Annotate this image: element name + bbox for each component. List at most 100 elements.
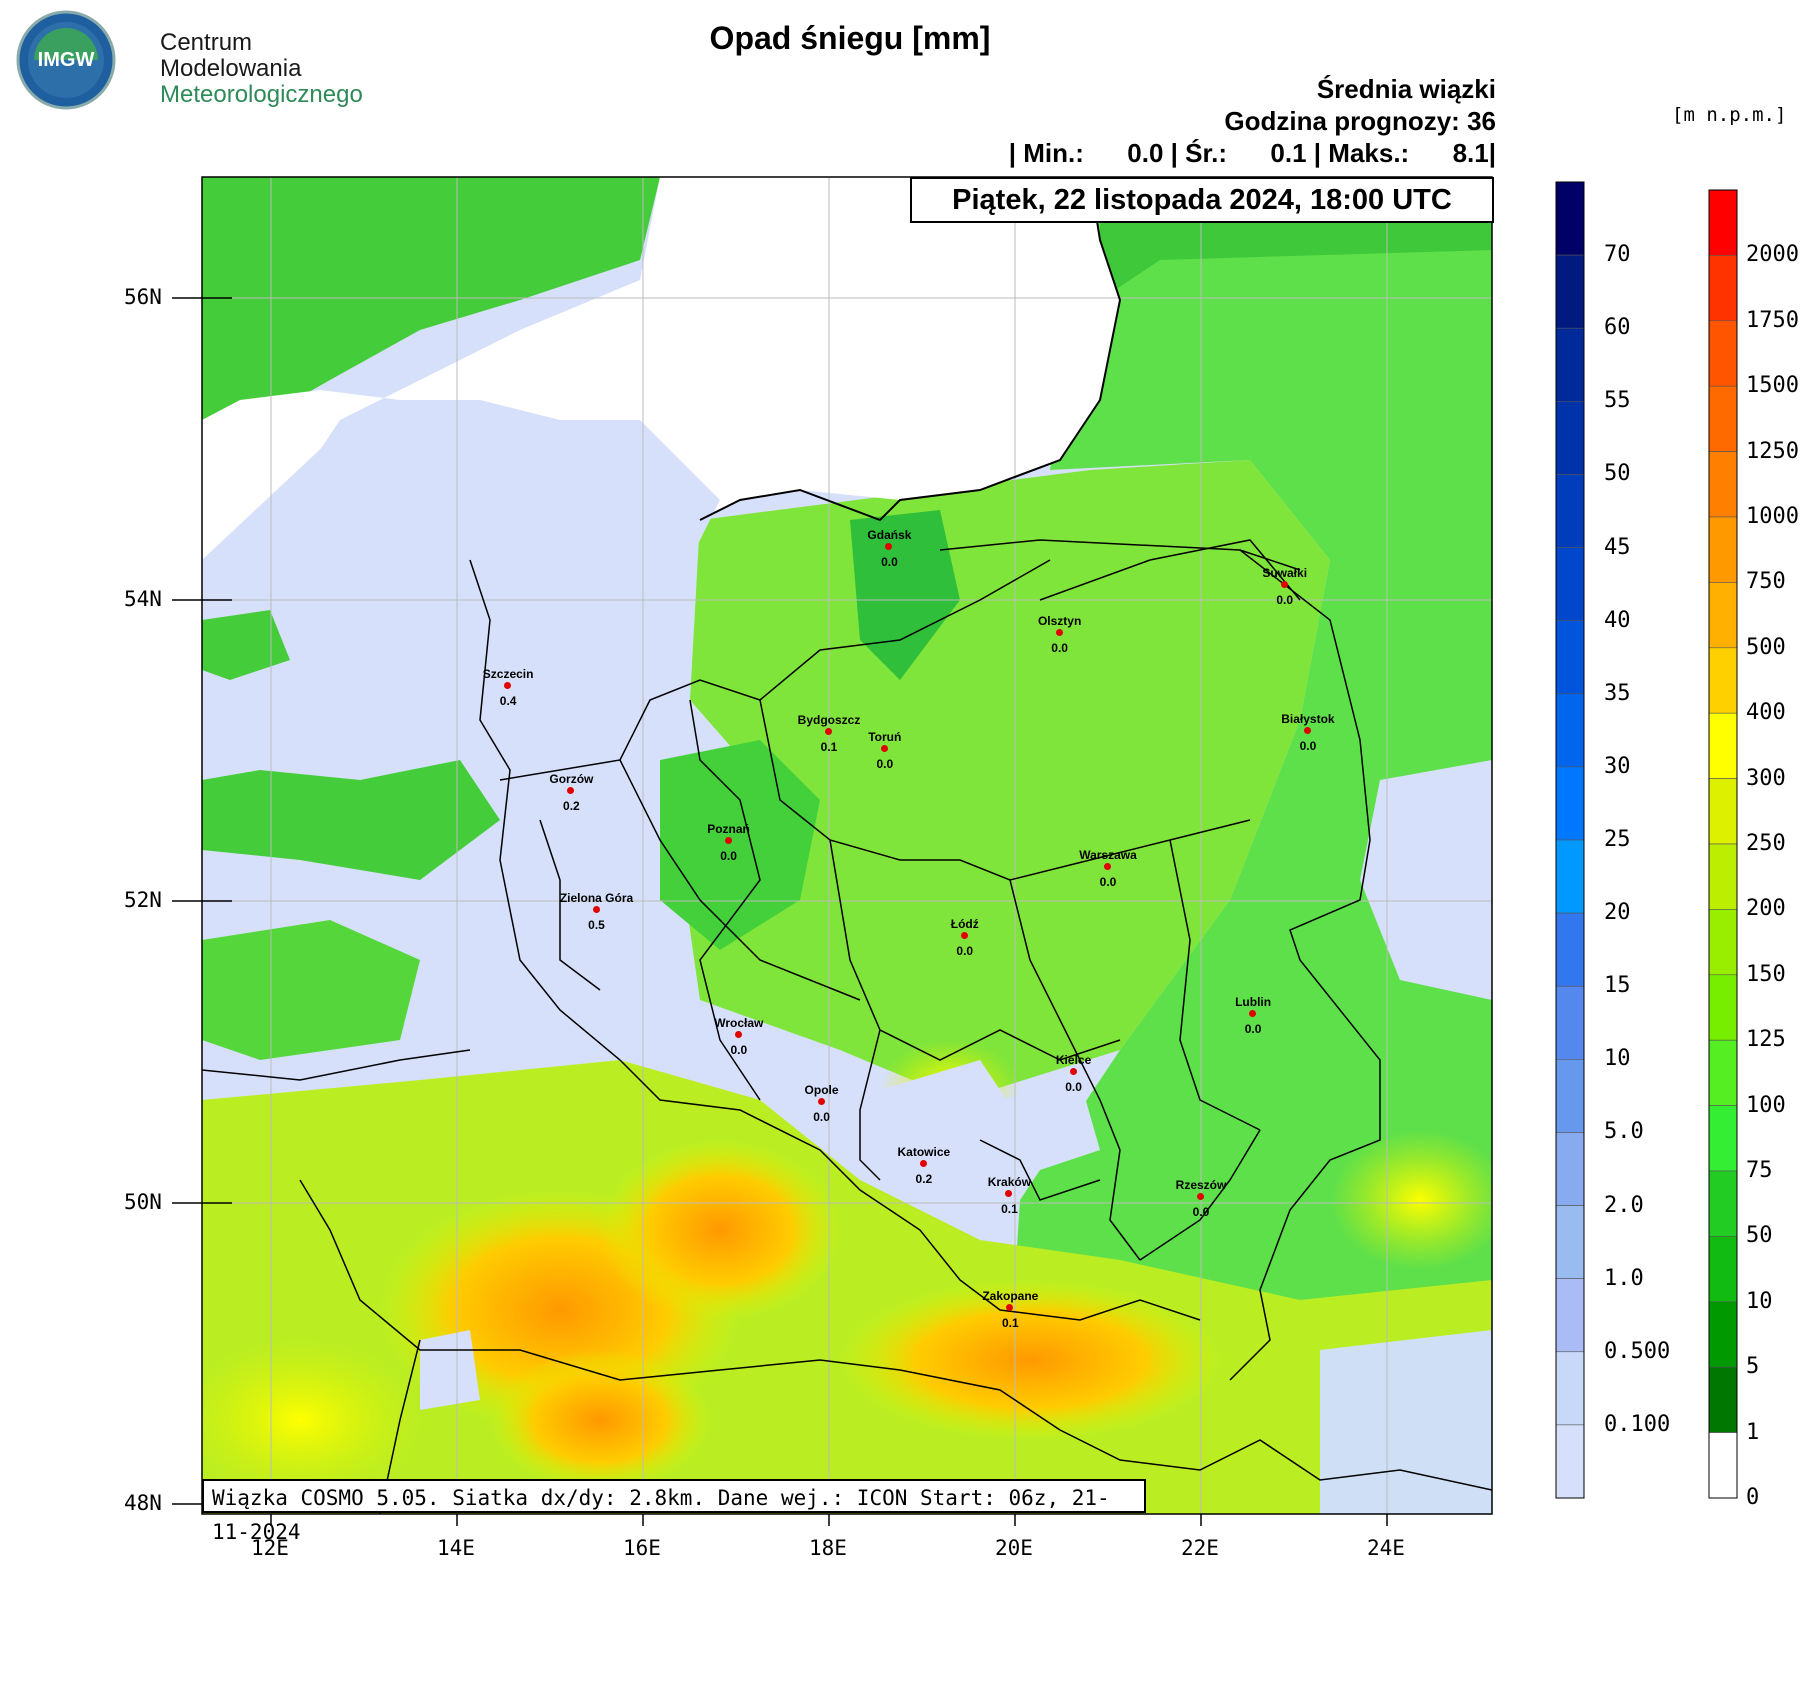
colorbar-label: 35 (1604, 680, 1631, 706)
city-value: 0.0 (876, 756, 894, 771)
city-marker: Poznań 0.0 (679, 821, 779, 863)
y-tick-label: 52N (124, 888, 162, 912)
colorbar-label: 1500 (1746, 373, 1799, 399)
graticule (202, 177, 1492, 1514)
colorbar-label: 5 (1746, 1354, 1760, 1380)
colorbar-swatch (1708, 974, 1738, 1041)
city-name: Warszawa (1079, 847, 1137, 862)
city-marker: Lublin 0.0 (1203, 996, 1303, 1036)
colorbar-label: 1250 (1746, 438, 1799, 464)
min-value: 0.0 (1127, 138, 1164, 168)
colorbar-swatch (1555, 1132, 1585, 1206)
city-name: Katowice (897, 1144, 951, 1159)
stats-end: | (1488, 138, 1496, 168)
colorbar-label: 5.0 (1604, 1119, 1644, 1145)
valid-date: Piątek, 22 listopada 2024, 18:00 UTC (910, 177, 1494, 223)
colorbar-swatch (1555, 839, 1585, 914)
city-value: 0.0 (1065, 1079, 1082, 1094)
city-name: Kielce (1055, 1052, 1092, 1067)
y-tick-label: 56N (124, 285, 162, 309)
y-tick-label: 54N (124, 587, 162, 611)
city-name: Toruń (868, 729, 902, 744)
forecast-hour: Godzina prognozy: 36 (1224, 106, 1496, 136)
city-name: Poznań (707, 821, 750, 836)
colorbar-swatch (1555, 1278, 1585, 1353)
city-value: 0.0 (1276, 592, 1294, 607)
city-dot (1104, 862, 1111, 870)
colorbar-label: 25 (1604, 827, 1631, 852)
city-name: Lublin (1235, 995, 1272, 1010)
city-dot (734, 1031, 742, 1039)
city-marker: Łódź 0.0 (915, 917, 1015, 958)
city-marker: Zakopane 0.1 (960, 1290, 1060, 1330)
colorbar-label: 10 (1604, 1046, 1631, 1072)
colorbar-swatch (1708, 189, 1738, 256)
borders (202, 177, 1492, 1514)
colorbar-label: 60 (1604, 315, 1631, 341)
city-value: 0.0 (1099, 874, 1117, 889)
city-marker: Białystok 0.0 (1258, 712, 1358, 753)
colorbar-label: 400 (1746, 700, 1786, 726)
map-title: Opad śniegu [mm] (709, 20, 991, 56)
colorbar-label: 20 (1604, 900, 1631, 926)
x-tick-label: 18E (809, 1536, 847, 1560)
city-name: Bydgoszcz (797, 713, 861, 728)
colorbar-swatch (1708, 778, 1738, 845)
city-dot (1197, 1192, 1204, 1200)
city-value: 0.0 (1192, 1204, 1210, 1219)
colorbar-label: 300 (1746, 765, 1786, 791)
city-marker: Rzeszów 0.0 (1151, 1178, 1251, 1219)
city-name: Olsztyn (1037, 613, 1082, 628)
city-marker: Warszawa 0.0 (1058, 847, 1158, 889)
city-value: 0.0 (881, 554, 898, 569)
city-dot (1055, 628, 1063, 636)
city-dot (1069, 1067, 1077, 1075)
colorbar-label: 750 (1746, 569, 1786, 595)
colorbar-label: 70 (1604, 242, 1631, 268)
map-frame (201, 176, 1493, 1515)
city-dot (1005, 1189, 1013, 1197)
colorbar-swatch (1708, 647, 1738, 714)
city-value: 0.0 (956, 943, 974, 958)
logo-line3: Meteorologicznego (160, 81, 363, 108)
colorbar-label: 55 (1604, 388, 1631, 414)
city-marker: Bydgoszcz 0.1 (779, 714, 879, 754)
colorbar-swatch (1708, 1039, 1738, 1106)
city-marker: Szczecin 0.4 (458, 667, 558, 708)
city-dot (1006, 1304, 1014, 1312)
avg-label: | Śr.: (1170, 138, 1228, 168)
city-value: 0.0 (1299, 738, 1317, 753)
colorbar-swatch (1708, 255, 1738, 322)
terrain-colorbar (1708, 189, 1738, 1499)
colorbar-label: 0 (1746, 1485, 1760, 1510)
logo-line2: Modelowania (160, 55, 302, 82)
city-name: Zakopane (982, 1289, 1039, 1304)
min-label: | Min.: (1008, 138, 1084, 168)
colorbar-frame (1708, 189, 1738, 1499)
colorbar-label: 75 (1746, 1158, 1773, 1183)
colorbar-label: 200 (1746, 896, 1786, 922)
colorbar-swatch (1555, 985, 1585, 1060)
city-dot (919, 1159, 927, 1167)
colorbar-label: 125 (1746, 1027, 1786, 1053)
colorbar-label: 1750 (1746, 307, 1799, 333)
colorbar-swatch (1555, 1351, 1585, 1426)
city-name: Kraków (987, 1174, 1032, 1189)
colorbar-swatch (1708, 712, 1738, 779)
city-marker: Kraków 0.1 (959, 1174, 1059, 1216)
colorbar-swatch (1708, 582, 1738, 649)
colorbar-swatch (1555, 1424, 1585, 1499)
colorbar-swatch (1555, 181, 1585, 256)
city-marker: Katowice 0.2 (874, 1144, 974, 1186)
city-marker: Olsztyn 0.0 (1010, 613, 1110, 655)
max-label: | Maks.: (1313, 138, 1410, 168)
city-value: 0.0 (1244, 1022, 1262, 1037)
colorbar-swatch (1708, 1105, 1738, 1172)
colorbar-swatch (1708, 1366, 1738, 1433)
city-name: Gorzów (549, 772, 594, 787)
city-marker: Gorzów 0.2 (521, 773, 621, 813)
model-info: Wiązka COSMO 5.05. Siatka dx/dy: 2.8km. … (202, 1479, 1146, 1544)
imgw-badge-text: IMGW (38, 49, 95, 71)
colorbar-swatch (1708, 1236, 1738, 1303)
colorbar-label: 2.0 (1604, 1192, 1644, 1218)
